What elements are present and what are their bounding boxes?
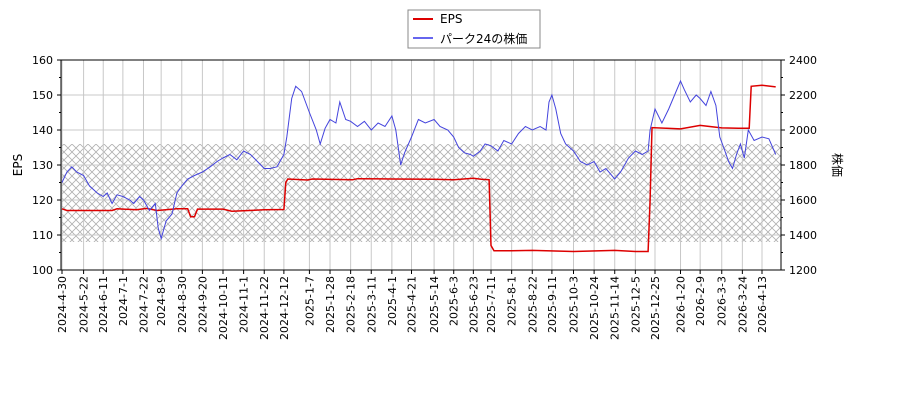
left-tick-label: 120 bbox=[32, 194, 53, 207]
left-tick-label: 140 bbox=[32, 124, 53, 137]
right-tick-label: 1400 bbox=[789, 229, 817, 242]
x-tick-label: 2026-3-3 bbox=[716, 276, 729, 326]
series-lines bbox=[61, 79, 777, 253]
x-tick-label: 2024-11-1 bbox=[238, 276, 251, 333]
x-tick-label: 2025-2-18 bbox=[345, 276, 358, 333]
x-tick-label: 2026-1-20 bbox=[675, 276, 688, 333]
x-tick-label: 2024-9-20 bbox=[196, 276, 209, 333]
x-tick-label: 2024-6-11 bbox=[97, 276, 110, 333]
x-tick-label: 2025-3-11 bbox=[365, 276, 378, 333]
x-tick-label: 2024-4-30 bbox=[56, 276, 69, 333]
left-axis-title: EPS bbox=[11, 154, 25, 176]
x-tick-label: 2025-4-1 bbox=[386, 276, 399, 326]
x-tick-label: 2024-5-22 bbox=[78, 276, 91, 333]
x-tick-label: 2025-10-24 bbox=[588, 276, 601, 340]
legend-box bbox=[407, 9, 541, 49]
x-tick-label: 2025-12-5 bbox=[629, 276, 642, 333]
legend-label-eps: EPS bbox=[440, 12, 462, 26]
x-tick-label: 2026-4-13 bbox=[756, 276, 769, 333]
x-tick-label: 2026-2-9 bbox=[694, 276, 707, 326]
left-tick-label: 130 bbox=[32, 159, 53, 172]
x-tick-label: 2024-7-1 bbox=[117, 276, 130, 326]
grid-lines bbox=[61, 59, 781, 271]
left-tick-label: 100 bbox=[32, 264, 53, 277]
x-tick-label: 2024-7-22 bbox=[137, 276, 150, 333]
right-axis: 1200 1400 1600 1800 2000 2200 2400 bbox=[781, 54, 817, 277]
x-tick-label: 2025-10-3 bbox=[568, 276, 581, 333]
x-tick-label: 2025-1-7 bbox=[303, 276, 316, 326]
hatch-rect bbox=[61, 144, 781, 242]
x-tick-label: 2025-4-21 bbox=[406, 276, 419, 333]
x-tick-label: 2025-8-22 bbox=[526, 276, 539, 333]
left-tick-label: 110 bbox=[32, 229, 53, 242]
right-tick-label: 2000 bbox=[789, 124, 817, 137]
hatch-band bbox=[61, 144, 781, 242]
right-tick-label: 2200 bbox=[789, 89, 817, 102]
x-tick-label: 2025-8-1 bbox=[506, 276, 519, 326]
eps-line bbox=[61, 84, 776, 253]
x-tick-label: 2025-6-23 bbox=[467, 276, 480, 333]
legend: EPS パーク24の株価 bbox=[407, 9, 541, 49]
x-tick-label: 2025-7-11 bbox=[485, 276, 498, 333]
right-tick-label: 1200 bbox=[789, 264, 817, 277]
legend-label-price: パーク24の株価 bbox=[440, 31, 527, 46]
x-tick-label: 2026-3-24 bbox=[736, 276, 749, 333]
right-tick-label: 1600 bbox=[789, 194, 817, 207]
x-tick-label: 2024-12-12 bbox=[278, 276, 291, 340]
right-axis-title: 株価 bbox=[830, 153, 845, 177]
x-tick-label: 2025-5-14 bbox=[428, 276, 441, 333]
right-tick-label: 2400 bbox=[789, 54, 817, 67]
x-tick-label: 2025-11-14 bbox=[609, 276, 622, 340]
right-tick-label: 1800 bbox=[789, 159, 817, 172]
x-tick-label: 2024-8-30 bbox=[176, 276, 189, 333]
x-tick-label: 2025-1-28 bbox=[324, 276, 337, 333]
x-tick-label: 2024-11-22 bbox=[258, 276, 271, 340]
x-tick-label: 2024-8-9 bbox=[155, 276, 168, 326]
x-tick-label: 2025-9-11 bbox=[546, 276, 559, 333]
left-tick-label: 150 bbox=[32, 89, 53, 102]
x-tick-label: 2024-10-11 bbox=[217, 276, 230, 340]
left-tick-label: 160 bbox=[32, 54, 53, 67]
x-axis: 2024-4-30 2024-5-22 2024-6-11 2024-7-1 2024-… bbox=[56, 270, 769, 340]
left-axis: 100 110 120 130 140 150 160 bbox=[32, 54, 61, 277]
x-tick-label: 2025-12-25 bbox=[649, 276, 662, 340]
x-tick-label: 2025-6-3 bbox=[448, 276, 461, 326]
price-line bbox=[61, 79, 777, 241]
